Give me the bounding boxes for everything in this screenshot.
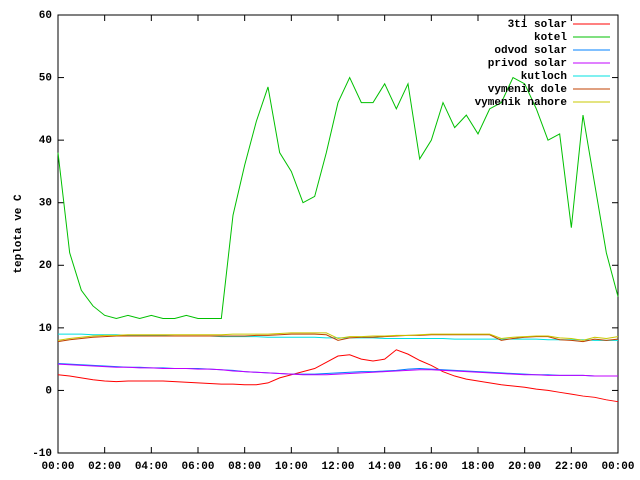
legend-label: kotel [534, 32, 567, 44]
series-line [57, 76, 619, 319]
series-line [57, 349, 619, 403]
series-line [58, 333, 618, 341]
x-tick-label: 02:00 [88, 461, 121, 473]
y-axis-label: teplota ve C [13, 194, 25, 274]
x-tick-label: 08:00 [228, 461, 261, 473]
x-tick-label: 22:00 [555, 461, 588, 473]
x-tick-label: 06:00 [181, 461, 214, 473]
x-tick-label: 00:00 [41, 461, 74, 473]
y-tick-label: 60 [39, 10, 52, 22]
y-tick-label: 40 [39, 135, 52, 147]
legend-label: privod solar [488, 58, 567, 70]
x-tick-label: 04:00 [135, 461, 168, 473]
y-tick-label: 20 [39, 260, 52, 272]
y-tick-label: -10 [32, 448, 52, 460]
legend-label: 3ti solar [508, 19, 567, 31]
legend-label: vymenik dole [488, 84, 568, 96]
series-line [57, 332, 619, 341]
legend-label: kutloch [521, 71, 567, 83]
y-tick-label: 0 [45, 385, 52, 397]
series-line [57, 363, 618, 377]
y-tick-label: 10 [39, 323, 52, 335]
x-tick-label: 14:00 [368, 461, 401, 473]
x-tick-label: 16:00 [415, 461, 448, 473]
x-tick-label: 10:00 [275, 461, 308, 473]
y-tick-label: 50 [39, 72, 52, 84]
legend-label: odvod solar [494, 45, 567, 57]
x-tick-label: 00:00 [601, 461, 634, 473]
x-tick-label: 20:00 [508, 461, 541, 473]
x-tick-label: 12:00 [321, 461, 354, 473]
x-tick-label: 18:00 [461, 461, 494, 473]
y-tick-label: 30 [39, 198, 52, 210]
series-line [57, 333, 619, 343]
legend-label: vymenik nahore [475, 97, 568, 109]
